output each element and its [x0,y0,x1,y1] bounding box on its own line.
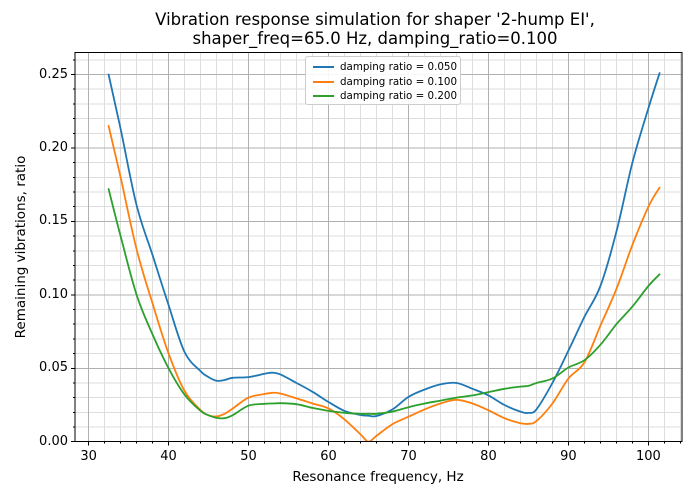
legend-line-sample [313,66,334,69]
x-axis-label: Resonance frequency, Hz [292,469,464,485]
x-tick-label: 30 [80,449,97,464]
series-line-0 [107,72,661,418]
y-tick-label: 0.25 [39,66,68,82]
legend: damping ratio = 0.050 damping ratio = 0.1… [305,56,461,105]
y-tick-label: 0.00 [39,433,68,449]
y-tick-label: 0.05 [39,360,68,376]
axes-spines [74,52,683,443]
legend-entry-label: damping ratio = 0.200 [340,89,458,102]
y-tick-label: 0.20 [39,139,68,155]
legend-entry: damping ratio = 0.100 [313,74,458,88]
y-axis-label: Remaining vibrations, ratio [13,155,29,339]
x-tick-label: 50 [240,449,257,464]
legend-line-sample [313,80,334,83]
legend-line-sample [313,94,334,97]
x-tick-label: 80 [480,449,497,464]
legend-entry-label: damping ratio = 0.050 [340,61,458,74]
chart-title-line-1: Vibration response simulation for shaper… [155,10,595,29]
y-tick-label: 0.15 [39,213,68,229]
x-tick-label: 70 [400,449,417,464]
x-tick-label: 100 [635,449,661,464]
series-line-1 [107,125,661,442]
legend-entry-label: damping ratio = 0.100 [340,75,458,88]
series-line-2 [107,188,661,420]
x-tick-label: 40 [160,449,177,464]
x-tick-label: 90 [560,449,577,464]
y-tick-label: 0.10 [39,286,68,302]
chart-title-line-2: shaper_freq=65.0 Hz, damping_ratio=0.100 [192,29,558,48]
legend-entry: damping ratio = 0.050 [313,60,458,74]
legend-entry: damping ratio = 0.200 [313,89,458,103]
x-tick-label: 60 [320,449,337,464]
